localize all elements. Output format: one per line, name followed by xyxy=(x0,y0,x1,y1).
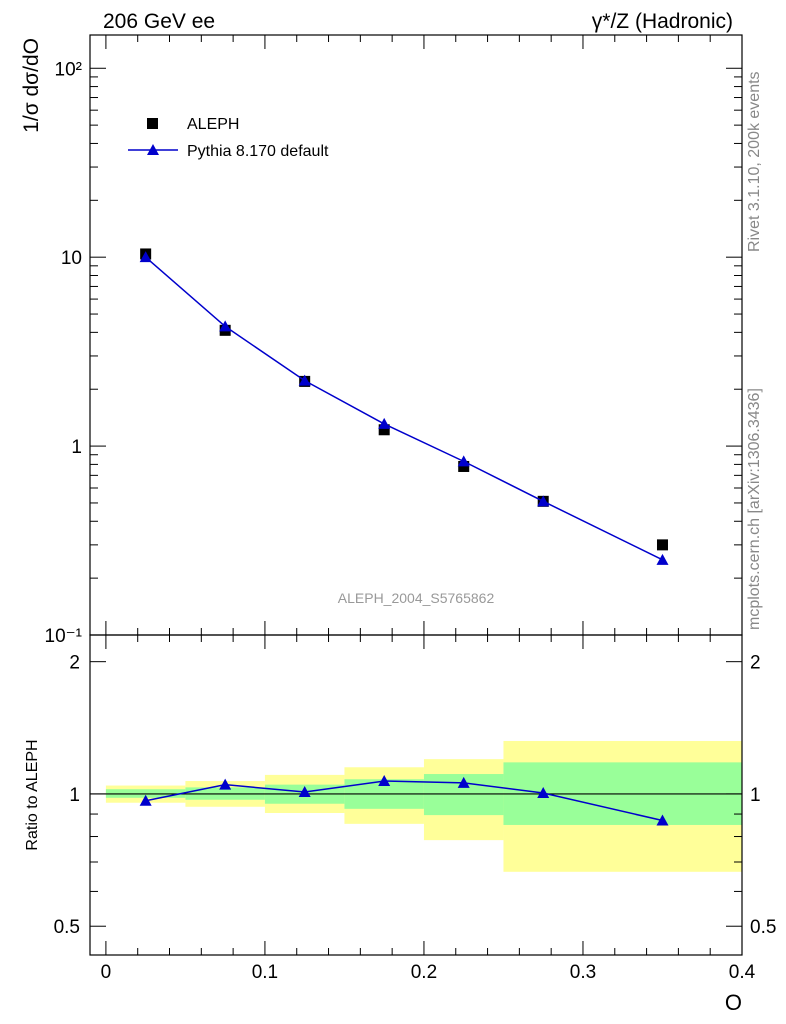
legend-label-aleph: ALEPH xyxy=(187,116,239,133)
y-axis-label-ratio: Ratio to ALEPH xyxy=(24,739,41,850)
legend-label-pythia: Pythia 8.170 default xyxy=(187,143,329,160)
pythia-point-2 xyxy=(298,374,311,386)
x-tick-label: 0.1 xyxy=(252,962,278,983)
ratio-pythia-point-0 xyxy=(139,794,152,806)
y-tick-label-main: 10² xyxy=(55,59,82,80)
x-tick-label: 0.4 xyxy=(729,962,756,983)
ratio-bands xyxy=(105,740,742,872)
y-tick-label-ratio-right: 2 xyxy=(750,653,761,674)
ratio-pythia-point-6 xyxy=(656,814,669,826)
legend: ALEPH Pythia 8.170 default xyxy=(128,116,329,160)
legend-marker-aleph xyxy=(147,118,158,129)
y-tick-label-ratio: 1 xyxy=(69,785,80,806)
ratio-panel-frame xyxy=(89,634,743,956)
x-axis-label: O xyxy=(725,990,742,1015)
ratio-pythia-point-1 xyxy=(219,778,232,790)
watermark-mcplots: mcplots.cern.ch [arXiv:1306.3436] xyxy=(746,388,763,630)
pythia-point-1 xyxy=(219,320,232,332)
aleph-point-6 xyxy=(656,539,668,551)
ratio-pythia-point-3 xyxy=(378,775,391,787)
x-tick-label: 0.3 xyxy=(570,962,596,983)
y-tick-label-ratio-right: 1 xyxy=(750,785,761,806)
header-left: 206 GeV ee xyxy=(103,10,215,33)
ratio-pythia-point-4 xyxy=(457,776,470,788)
aleph-point-3 xyxy=(378,424,390,436)
y-tick-label-main: 10 xyxy=(61,248,82,269)
pythia-point-0 xyxy=(139,251,152,263)
y-tick-label-ratio: 2 xyxy=(69,653,80,674)
y-tick-label-main: 1 xyxy=(71,437,82,458)
ratio-pythia-point-5 xyxy=(537,786,550,798)
y-tick-label-main: 10⁻¹ xyxy=(45,626,83,647)
x-tick-label: 0.2 xyxy=(411,962,437,983)
pythia-point-4 xyxy=(457,455,470,467)
pythia-point-3 xyxy=(378,417,391,429)
watermark-rivet: Rivet 3.1.10, 200k events xyxy=(746,71,763,252)
legend-marker-pythia xyxy=(147,144,159,155)
chart-marks xyxy=(139,248,669,826)
ratio-pythia-point-2 xyxy=(298,786,311,798)
y-tick-label-ratio: 0.5 xyxy=(54,917,80,938)
analysis-label: ALEPH_2004_S5765862 xyxy=(338,590,495,606)
pythia-line xyxy=(145,256,663,561)
pythia-point-5 xyxy=(537,495,550,507)
x-tick-label: 0 xyxy=(101,962,112,983)
aleph-point-4 xyxy=(458,460,470,472)
y-axis-label-main: 1/σ dσ/dO xyxy=(20,38,43,133)
pythia-point-6 xyxy=(656,553,669,565)
header-right: γ*/Z (Hadronic) xyxy=(592,10,733,33)
y-tick-label-ratio-right: 0.5 xyxy=(750,917,776,938)
